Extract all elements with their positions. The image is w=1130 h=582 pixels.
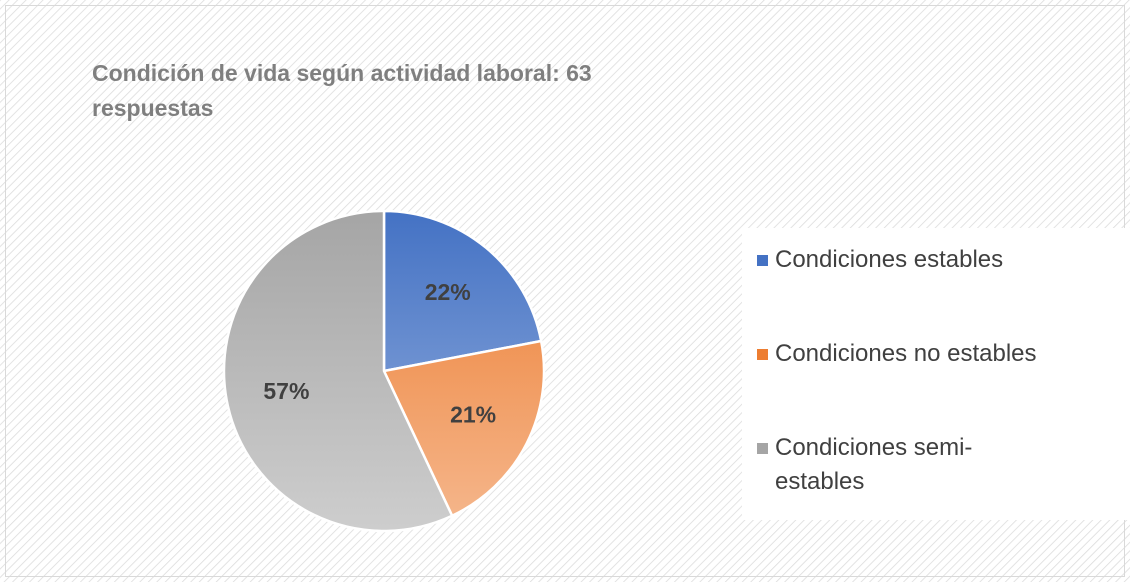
data-label: 21% — [450, 401, 496, 427]
slice — [382, 209, 543, 373]
legend-swatch — [757, 443, 768, 454]
data-label: 22% — [425, 279, 471, 305]
legend-label: Condiciones no estables — [775, 340, 1037, 367]
slice — [382, 339, 546, 518]
legend-box — [742, 228, 1130, 520]
legend-swatch — [757, 255, 768, 266]
legend-label: Condiciones semi-estables — [775, 434, 973, 495]
chart-title: Condición de vida según actividad labora… — [92, 60, 592, 121]
legend-label: Condiciones estables — [775, 246, 1004, 273]
slice — [222, 209, 454, 533]
legend-swatch — [757, 349, 768, 360]
data-label: 57% — [263, 378, 309, 404]
